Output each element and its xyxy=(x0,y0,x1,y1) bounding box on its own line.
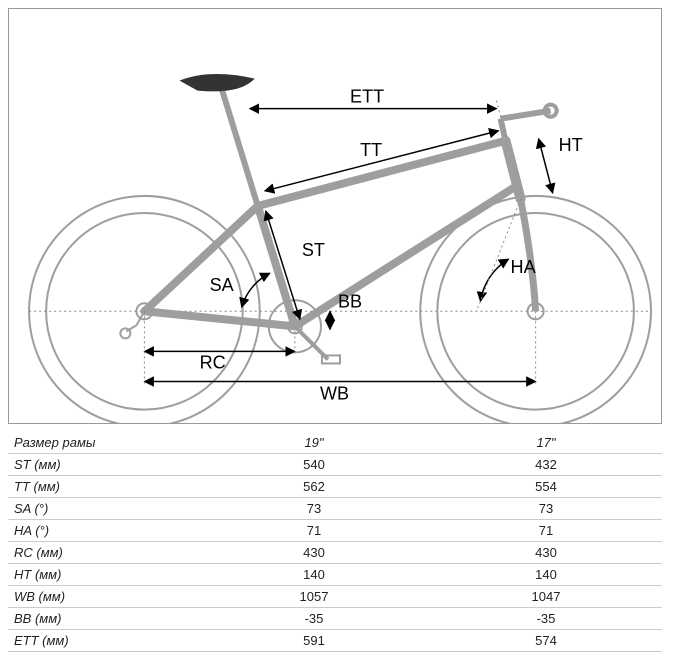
row-value: 140 xyxy=(430,564,662,586)
label-rc: RC xyxy=(200,352,226,372)
bike-svg: ETT TT HT ST SA xyxy=(9,9,661,423)
dim-tt: TT xyxy=(265,131,499,191)
dim-ett: ETT xyxy=(250,87,507,141)
row-label: Размер рамы xyxy=(8,432,198,454)
table-row: ST (мм)540432 xyxy=(8,454,662,476)
row-value: 430 xyxy=(198,542,430,564)
row-value: 554 xyxy=(430,476,662,498)
label-tt: TT xyxy=(360,140,382,160)
table-row: HA (°)7171 xyxy=(8,520,662,542)
row-label: RC (мм) xyxy=(8,542,198,564)
row-value: 540 xyxy=(198,454,430,476)
row-label: SA (°) xyxy=(8,498,198,520)
row-value: 73 xyxy=(430,498,662,520)
row-label: WB (мм) xyxy=(8,586,198,608)
label-sa: SA xyxy=(210,275,234,295)
table-header-row: Размер рамы19"17" xyxy=(8,432,662,454)
table-row: WB (мм)10571047 xyxy=(8,586,662,608)
geometry-table-body: Размер рамы19"17"ST (мм)540432TT (мм)562… xyxy=(8,432,662,652)
row-label: ST (мм) xyxy=(8,454,198,476)
stem-and-bar xyxy=(501,105,557,141)
row-label: ETT (мм) xyxy=(8,630,198,652)
row-value: 591 xyxy=(198,630,430,652)
row-value: 1057 xyxy=(198,586,430,608)
bike-geometry-diagram: ETT TT HT ST SA xyxy=(8,8,662,424)
row-value: 562 xyxy=(198,476,430,498)
table-row: TT (мм)562554 xyxy=(8,476,662,498)
table-row: ETT (мм)591574 xyxy=(8,630,662,652)
row-value: 574 xyxy=(430,630,662,652)
row-value: -35 xyxy=(198,608,430,630)
table-row: RC (мм)430430 xyxy=(8,542,662,564)
label-bb: BB xyxy=(338,291,362,311)
row-value: 17" xyxy=(430,432,662,454)
geometry-table: Размер рамы19"17"ST (мм)540432TT (мм)562… xyxy=(8,432,662,652)
row-value: -35 xyxy=(430,608,662,630)
label-ett: ETT xyxy=(350,87,384,107)
row-label: BB (мм) xyxy=(8,608,198,630)
table-row: SA (°)7373 xyxy=(8,498,662,520)
row-value: 71 xyxy=(430,520,662,542)
row-value: 432 xyxy=(430,454,662,476)
row-value: 73 xyxy=(198,498,430,520)
table-row: BB (мм)-35-35 xyxy=(8,608,662,630)
row-value: 1047 xyxy=(430,586,662,608)
row-label: HA (°) xyxy=(8,520,198,542)
crankset xyxy=(269,300,340,363)
seatpost xyxy=(222,89,258,206)
row-value: 19" xyxy=(198,432,430,454)
row-label: TT (мм) xyxy=(8,476,198,498)
fork xyxy=(521,199,536,311)
row-value: 430 xyxy=(430,542,662,564)
label-ha: HA xyxy=(511,257,536,277)
table-row: HT (мм)140140 xyxy=(8,564,662,586)
saddle xyxy=(180,74,255,91)
page: ETT TT HT ST SA xyxy=(0,0,676,634)
rear-derailleur xyxy=(120,311,144,338)
label-wb: WB xyxy=(320,384,349,404)
row-value: 71 xyxy=(198,520,430,542)
row-value: 140 xyxy=(198,564,430,586)
frame xyxy=(144,141,520,327)
row-label: HT (мм) xyxy=(8,564,198,586)
dim-ht: HT xyxy=(539,135,583,193)
label-st: ST xyxy=(302,240,325,260)
label-ht: HT xyxy=(559,135,583,155)
